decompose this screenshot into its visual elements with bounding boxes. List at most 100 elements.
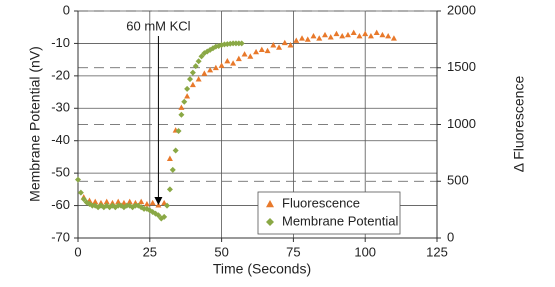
y2-tick-label: 2000 <box>447 2 476 17</box>
x-axis-label: Time (Seconds) <box>213 261 311 277</box>
point <box>264 47 271 54</box>
y-tick-label: 0 <box>63 2 70 17</box>
point <box>247 53 254 59</box>
point <box>339 32 346 39</box>
point <box>218 62 225 68</box>
legend-label: Fluorescence <box>282 195 360 210</box>
annotation: 60 mM KCl <box>126 18 190 33</box>
point <box>270 42 277 48</box>
y-tick-label: -60 <box>51 197 70 212</box>
y-tick-label: -40 <box>51 132 70 147</box>
point <box>258 46 265 52</box>
point <box>241 51 248 57</box>
point <box>373 29 380 35</box>
y2-tick-label: 1000 <box>447 116 476 131</box>
point <box>304 36 311 42</box>
point <box>166 186 173 193</box>
point <box>143 200 150 207</box>
y2-tick-label: 0 <box>447 229 454 244</box>
point <box>195 76 202 82</box>
y-tick-label: -20 <box>51 67 70 82</box>
point <box>155 212 162 219</box>
point <box>327 34 334 40</box>
point <box>149 199 156 206</box>
point <box>164 202 171 209</box>
y-tick-label: -10 <box>51 35 70 50</box>
annotation-arrowhead <box>154 197 163 205</box>
point <box>224 57 231 64</box>
y-axis-label: Membrane Potential (nV) <box>27 46 43 202</box>
x-tick-label: 0 <box>74 244 81 259</box>
point <box>97 199 104 206</box>
point <box>126 198 133 205</box>
point <box>276 44 283 50</box>
x-tick-label: 75 <box>286 244 300 259</box>
point <box>385 32 392 39</box>
point <box>80 196 87 203</box>
point <box>184 85 191 92</box>
point <box>178 104 185 110</box>
point <box>201 70 208 76</box>
point <box>293 37 300 43</box>
point <box>310 32 317 39</box>
point <box>184 93 191 99</box>
y2-tick-label: 1500 <box>447 59 476 74</box>
point <box>138 198 145 205</box>
y-tick-label: -30 <box>51 100 70 115</box>
y-tick-label: -70 <box>51 229 70 244</box>
x-tick-label: 25 <box>143 244 157 259</box>
point <box>207 67 214 73</box>
point <box>181 98 188 105</box>
point <box>187 76 194 83</box>
point <box>390 35 397 41</box>
point <box>161 199 168 206</box>
point <box>356 32 363 39</box>
x-tick-label: 125 <box>426 244 448 259</box>
point <box>103 198 110 205</box>
point <box>109 199 116 206</box>
point <box>192 63 199 70</box>
point <box>166 155 173 161</box>
point <box>238 40 245 47</box>
legend-label: Membrane Potential <box>282 213 398 228</box>
point <box>178 111 185 118</box>
point <box>169 166 176 173</box>
point <box>77 189 84 196</box>
point <box>115 198 122 205</box>
y2-axis-label: Δ Fluorescence <box>511 76 527 173</box>
point <box>253 48 260 55</box>
point <box>321 31 328 38</box>
point <box>367 32 374 39</box>
point <box>198 53 205 60</box>
point <box>350 29 357 35</box>
point <box>235 55 242 62</box>
point <box>75 176 81 183</box>
point <box>281 39 288 46</box>
point <box>195 58 202 65</box>
point <box>172 147 179 154</box>
point <box>92 198 99 205</box>
point <box>189 69 196 76</box>
legend-marker <box>266 200 274 208</box>
point <box>230 60 237 66</box>
point <box>316 35 323 41</box>
point <box>287 42 294 48</box>
legend-box <box>257 191 401 235</box>
point <box>161 213 168 220</box>
legend-marker <box>266 218 274 226</box>
point <box>299 35 306 41</box>
x-tick-label: 50 <box>214 244 228 259</box>
point <box>189 81 196 88</box>
point <box>175 127 182 134</box>
y-tick-label: -50 <box>51 165 70 180</box>
point <box>212 64 219 71</box>
point <box>333 30 340 37</box>
y2-tick-label: 500 <box>447 173 469 188</box>
point <box>132 199 139 206</box>
point <box>362 30 369 37</box>
x-tick-label: 100 <box>354 244 376 259</box>
point <box>120 199 127 206</box>
point <box>379 31 386 38</box>
point <box>344 31 351 38</box>
